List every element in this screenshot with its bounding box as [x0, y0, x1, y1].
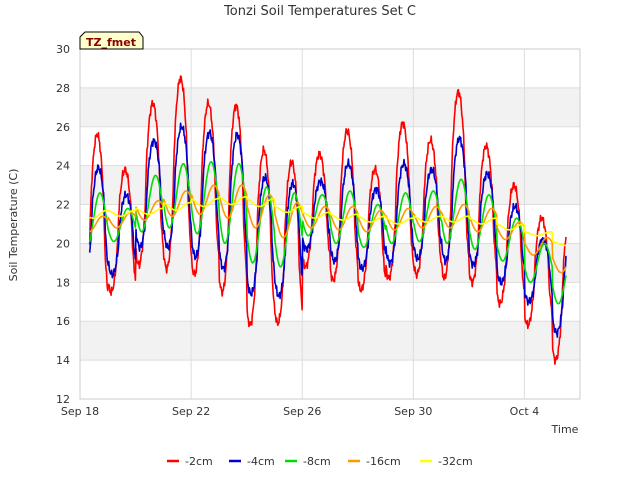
series-line-minus-32cm [89, 196, 567, 247]
x-axis: Sep 18 Sep 22 Sep 26 Sep 30 Oct 4 [61, 405, 539, 418]
y-axis-label: Soil Temperature (C) [7, 169, 20, 282]
series-line-minus-16cm [89, 184, 567, 274]
badge-box [79, 31, 144, 50]
plot-band [80, 87, 580, 127]
grid-lines [79, 48, 581, 400]
x-tick-label: Sep 26 [283, 405, 321, 418]
x-tick-label: Sep 22 [172, 405, 210, 418]
y-tick-label: 18 [56, 276, 70, 289]
plot-band [80, 165, 580, 205]
y-tick-label: 16 [56, 315, 70, 328]
legend-label-minus-32cm: -32cm [438, 455, 473, 468]
y-tick-label: 24 [56, 160, 70, 173]
y-tick-label: 26 [56, 121, 70, 134]
series-line-minus-2cm [88, 75, 567, 366]
chart-title: Tonzi Soil Temperatures Set C [223, 4, 416, 19]
x-tick-label: Sep 18 [61, 405, 99, 418]
y-tick-label: 14 [56, 354, 70, 367]
x-tick-label: Oct 4 [510, 405, 540, 418]
series-line-minus-4cm [88, 122, 567, 338]
plot-border [79, 48, 581, 400]
y-tick-label: 12 [56, 393, 70, 406]
legend-label-minus-16cm: -16cm [366, 455, 401, 468]
y-tick-label: 20 [56, 237, 70, 250]
x-tick-label: Sep 30 [394, 405, 432, 418]
dataset-badge: TZ_fmet [79, 31, 144, 50]
y-axis: 12 14 16 18 20 22 24 26 28 30 [56, 43, 70, 406]
legend-label-minus-8cm: -8cm [303, 455, 331, 468]
series-lines [88, 75, 567, 366]
plot-band [80, 321, 580, 361]
y-tick-label: 22 [56, 199, 70, 212]
badge-label: TZ_fmet [86, 36, 136, 49]
legend-label-minus-2cm: -2cm [185, 455, 213, 468]
legend-label-minus-4cm: -4cm [247, 455, 275, 468]
y-tick-label: 30 [56, 43, 70, 56]
x-axis-label: Time [551, 423, 579, 436]
y-tick-label: 28 [56, 82, 70, 95]
legend: -2cm -4cm -8cm -16cm -32cm [167, 455, 473, 468]
